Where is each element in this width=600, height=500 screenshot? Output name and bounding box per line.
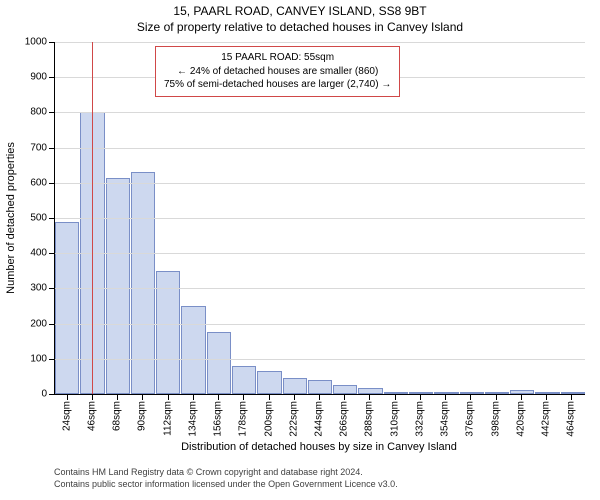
x-tick-label: 222sqm — [288, 401, 299, 437]
annotation-line: 75% of semi-detached houses are larger (… — [164, 78, 391, 92]
footer-line1: Contains HM Land Registry data © Crown c… — [54, 467, 600, 479]
x-tick — [193, 395, 194, 400]
bar — [333, 385, 357, 394]
bar-chart: Number of detached properties 0100200300… — [54, 42, 586, 453]
bar — [485, 392, 509, 394]
y-axis-label: Number of detached properties — [5, 142, 17, 294]
x-tick-label: 156sqm — [213, 401, 224, 437]
x-tick-label: 420sqm — [515, 401, 526, 437]
x-tick — [269, 395, 270, 400]
y-tick-label: 800 — [30, 107, 55, 118]
x-tick-label: 200sqm — [263, 401, 274, 437]
gridline — [55, 288, 585, 289]
x-tick — [571, 395, 572, 400]
plot-area: Number of detached properties 0100200300… — [54, 42, 585, 395]
bar — [409, 392, 433, 394]
x-tick — [546, 395, 547, 400]
x-tick-label: 442sqm — [541, 401, 552, 437]
gridline — [55, 183, 585, 184]
x-tick-label: 266sqm — [339, 401, 350, 437]
x-tick-label: 46sqm — [86, 401, 97, 431]
y-tick-label: 300 — [30, 283, 55, 294]
y-tick-label: 0 — [41, 389, 55, 400]
bar — [561, 392, 585, 394]
x-tick-label: 376sqm — [465, 401, 476, 437]
gridline — [55, 42, 585, 43]
x-tick — [445, 395, 446, 400]
x-tick-label: 464sqm — [566, 401, 577, 437]
page-title-line1: 15, PAARL ROAD, CANVEY ISLAND, SS8 9BT — [0, 4, 600, 18]
x-tick-label: 398sqm — [490, 401, 501, 437]
bar — [510, 390, 534, 394]
x-tick-label: 310sqm — [389, 401, 400, 437]
x-tick — [92, 395, 93, 400]
gridline — [55, 253, 585, 254]
gridline — [55, 218, 585, 219]
x-tick-label: 354sqm — [440, 401, 451, 437]
y-tick-label: 400 — [30, 248, 55, 259]
y-tick-label: 100 — [30, 353, 55, 364]
x-tick — [168, 395, 169, 400]
bar — [283, 378, 307, 394]
bar — [181, 306, 205, 394]
gridline — [55, 112, 585, 113]
x-tick-label: 244sqm — [314, 401, 325, 437]
bar — [384, 392, 408, 394]
bar — [308, 380, 332, 394]
x-tick — [344, 395, 345, 400]
x-tick — [243, 395, 244, 400]
x-tick-label: 134sqm — [187, 401, 198, 437]
annotation-line: 15 PAARL ROAD: 55sqm — [164, 51, 391, 65]
x-tick — [420, 395, 421, 400]
bar — [106, 178, 130, 394]
bar — [434, 392, 458, 394]
x-tick-label: 68sqm — [112, 401, 123, 431]
x-tick — [319, 395, 320, 400]
annotation-box: 15 PAARL ROAD: 55sqm← 24% of detached ho… — [155, 46, 400, 97]
bar — [207, 332, 231, 394]
bar — [55, 222, 79, 394]
x-tick — [470, 395, 471, 400]
bar — [232, 366, 256, 394]
annotation-line: ← 24% of detached houses are smaller (86… — [164, 65, 391, 79]
gridline — [55, 324, 585, 325]
x-tick-label: 24sqm — [61, 401, 72, 431]
bar — [131, 172, 155, 394]
y-tick-label: 200 — [30, 318, 55, 329]
x-tick — [369, 395, 370, 400]
bar — [257, 371, 281, 394]
y-tick-label: 900 — [30, 72, 55, 83]
x-tick — [67, 395, 68, 400]
x-tick-label: 178sqm — [238, 401, 249, 437]
bar — [460, 392, 484, 394]
x-tick-label: 112sqm — [162, 401, 173, 436]
page-title-line2: Size of property relative to detached ho… — [0, 20, 600, 34]
bar — [535, 392, 559, 394]
x-tick — [218, 395, 219, 400]
x-tick — [496, 395, 497, 400]
x-tick-label: 332sqm — [414, 401, 425, 437]
y-tick-label: 600 — [30, 177, 55, 188]
marker-line — [92, 42, 93, 394]
x-tick — [294, 395, 295, 400]
x-tick-label: 90sqm — [137, 401, 148, 431]
x-tick — [395, 395, 396, 400]
x-tick — [117, 395, 118, 400]
x-tick — [521, 395, 522, 400]
x-tick-label: 288sqm — [364, 401, 375, 437]
x-tick — [142, 395, 143, 400]
y-tick-label: 700 — [30, 142, 55, 153]
gridline — [55, 148, 585, 149]
x-axis-ticks: 24sqm 46sqm 68sqm 90sqm 112sqm 134sqm 156sqm 17… — [54, 395, 584, 451]
gridline — [55, 359, 585, 360]
y-tick-label: 500 — [30, 213, 55, 224]
y-tick-label: 1000 — [25, 37, 55, 48]
bar — [358, 388, 382, 394]
footer-line2: Contains public sector information licen… — [54, 479, 600, 491]
